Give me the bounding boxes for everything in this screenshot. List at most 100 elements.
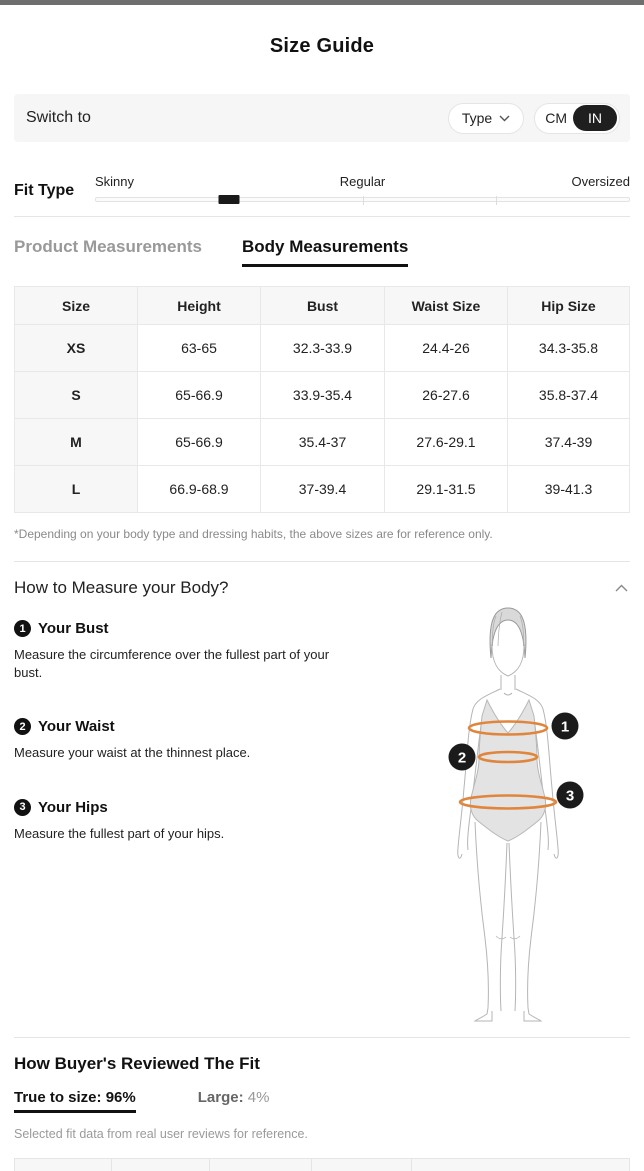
fit-slider-track[interactable] bbox=[95, 195, 630, 205]
stat-true-to-size[interactable]: True to size: 96% bbox=[14, 1089, 136, 1113]
cell-waist: 26-27.6 bbox=[384, 371, 508, 419]
col-header-hip: Hip Size bbox=[507, 286, 630, 325]
waist-measure-line bbox=[477, 750, 539, 764]
chevron-up-icon[interactable] bbox=[613, 582, 630, 594]
how-to-measure-body: 1 Your Bust Measure the circumference ov… bbox=[14, 606, 630, 1031]
window-top-bar bbox=[0, 0, 644, 5]
measurement-tabs: Product Measurements Body Measurements bbox=[14, 237, 630, 267]
col-header-height: Height bbox=[137, 286, 261, 325]
cell-size: XS bbox=[14, 324, 138, 372]
figure-right-arm bbox=[515, 688, 559, 859]
page-title: Size Guide bbox=[269, 35, 375, 57]
step-1-title: Your Bust bbox=[38, 620, 109, 637]
stat-value: 96% bbox=[105, 1089, 136, 1106]
unit-option-in[interactable]: IN bbox=[573, 105, 617, 131]
switch-to-label: Switch to bbox=[26, 109, 91, 126]
figure-face bbox=[491, 645, 525, 677]
cell-hip: 39-41.3 bbox=[507, 465, 630, 513]
table-row-xs: XS 63-65 32.3-33.9 24.4-26 34.3-35.8 bbox=[14, 324, 630, 372]
cell-height: 65-66.9 bbox=[137, 418, 261, 466]
cell-hip: 35.8-37.4 bbox=[507, 371, 630, 419]
fit-review-title: How Buyer's Reviewed The Fit bbox=[14, 1054, 260, 1073]
figure-left-leg bbox=[473, 821, 493, 1022]
step-3-badge: 3 bbox=[14, 798, 31, 816]
measure-item-hips: 3 Your Hips Measure the fullest part of … bbox=[14, 798, 430, 843]
cell-height: 63-65 bbox=[137, 324, 261, 372]
size-table: Size Height Bust Waist Size Hip Size XS … bbox=[14, 286, 630, 513]
stat-label: Large: bbox=[197, 1089, 244, 1106]
switch-controls: Type CM IN bbox=[447, 102, 620, 134]
cell-size: S bbox=[14, 371, 138, 419]
step-2-badge: 2 bbox=[14, 718, 31, 736]
how-to-measure-title: How to Measure your Body? bbox=[14, 578, 229, 597]
fit-slider-marker[interactable] bbox=[218, 195, 240, 204]
size-disclaimer: *Depending on your body type and dressin… bbox=[14, 527, 493, 541]
step-2-description: Measure your waist at the thinnest place… bbox=[14, 745, 251, 761]
cell-size: M bbox=[14, 418, 138, 466]
col-header-size: Size bbox=[14, 286, 138, 325]
cell-hip: 37.4-39 bbox=[507, 418, 630, 466]
svg-text:1: 1 bbox=[561, 719, 569, 736]
switch-bar: Switch to Type CM IN bbox=[14, 94, 630, 142]
fit-option-oversized: Oversized bbox=[571, 174, 630, 189]
cell-bust: 37-39.4 bbox=[260, 465, 385, 513]
measure-item-bust: 1 Your Bust Measure the circumference ov… bbox=[14, 620, 430, 682]
cell-bust: 33.9-35.4 bbox=[260, 371, 385, 419]
fit-type-row: Fit Type Skinny Regular Oversized bbox=[14, 174, 630, 205]
col-header-bust: Bust bbox=[260, 286, 385, 325]
bust-badge: 1 bbox=[551, 712, 579, 740]
figure-right-leg bbox=[523, 821, 543, 1022]
cutoff-table-header bbox=[14, 1158, 630, 1171]
unit-option-cm[interactable]: CM bbox=[545, 110, 567, 126]
step-1-description: Measure the circumference over the fulle… bbox=[14, 647, 330, 681]
body-figure-illustration: 1 2 3 bbox=[430, 606, 630, 1031]
tab-product-measurements[interactable]: Product Measurements bbox=[14, 237, 202, 256]
step-1-badge: 1 bbox=[14, 620, 31, 637]
fit-review-stats: True to size: 96% Large: 4% bbox=[14, 1089, 630, 1113]
step-2-title: Your Waist bbox=[38, 718, 115, 736]
fit-option-regular: Regular bbox=[339, 174, 386, 189]
cell-bust: 35.4-37 bbox=[260, 418, 385, 466]
step-3-description: Measure the fullest part of your hips. bbox=[14, 825, 225, 841]
slider-tick bbox=[362, 196, 364, 205]
table-row-s: S 65-66.9 33.9-35.4 26-27.6 35.8-37.4 bbox=[14, 371, 630, 419]
type-dropdown-label: Type bbox=[461, 110, 493, 126]
fit-review-note: Selected fit data from real user reviews… bbox=[14, 1127, 308, 1141]
table-row-m: M 65-66.9 35.4-37 27.6-29.1 37.4-39 bbox=[14, 418, 630, 466]
stat-large[interactable]: Large: 4% bbox=[198, 1089, 270, 1106]
cell-height: 65-66.9 bbox=[137, 371, 261, 419]
cell-waist: 29.1-31.5 bbox=[384, 465, 508, 513]
bust-measure-line bbox=[467, 720, 549, 736]
type-dropdown-button[interactable]: Type bbox=[447, 102, 525, 134]
figure-left-arm bbox=[457, 688, 501, 859]
divider bbox=[14, 216, 630, 217]
how-to-measure-header[interactable]: How to Measure your Body? bbox=[14, 578, 630, 598]
tab-body-measurements[interactable]: Body Measurements bbox=[242, 237, 409, 267]
hip-badge: 3 bbox=[556, 781, 584, 809]
stat-label: True to size: bbox=[14, 1089, 102, 1106]
cell-hip: 34.3-35.8 bbox=[507, 324, 630, 372]
figure-bodysuit bbox=[469, 698, 547, 842]
step-3-title: Your Hips bbox=[38, 798, 108, 816]
divider bbox=[14, 1037, 630, 1038]
figure-hair bbox=[489, 607, 527, 659]
chevron-down-icon bbox=[499, 115, 510, 122]
table-row-l: L 66.9-68.9 37-39.4 29.1-31.5 39-41.3 bbox=[14, 465, 630, 513]
fit-type-label: Fit Type bbox=[14, 182, 75, 199]
waist-badge: 2 bbox=[448, 743, 476, 771]
cell-size: L bbox=[14, 465, 138, 513]
slider-tick bbox=[495, 196, 497, 205]
divider bbox=[14, 561, 630, 562]
stat-value: 4% bbox=[247, 1089, 270, 1106]
svg-text:2: 2 bbox=[458, 750, 466, 767]
size-table-header-row: Size Height Bust Waist Size Hip Size bbox=[14, 286, 630, 325]
svg-text:3: 3 bbox=[566, 788, 574, 805]
unit-toggle[interactable]: CM IN bbox=[534, 102, 620, 134]
cell-waist: 27.6-29.1 bbox=[384, 418, 508, 466]
hip-measure-line bbox=[458, 794, 558, 810]
cell-bust: 32.3-33.9 bbox=[260, 324, 385, 372]
fit-type-slider: Skinny Regular Oversized bbox=[95, 174, 630, 205]
measure-items: 1 Your Bust Measure the circumference ov… bbox=[14, 606, 430, 1031]
body-figure-svg: 1 2 3 bbox=[448, 607, 584, 1022]
cell-height: 66.9-68.9 bbox=[137, 465, 261, 513]
